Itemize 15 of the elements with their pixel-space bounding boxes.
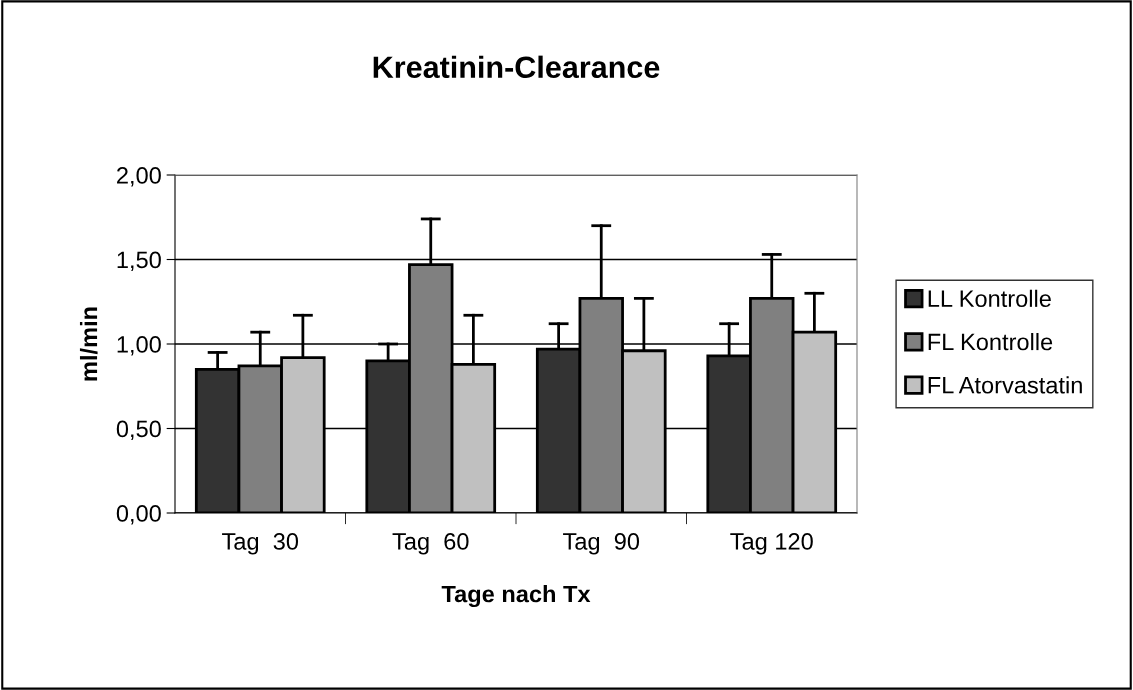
x-tick-label: Tag 60 bbox=[392, 533, 469, 555]
y-tick-label: 1,50 bbox=[117, 251, 161, 272]
x-tick-label: Tag 120 bbox=[730, 533, 813, 555]
x-tick-label: Tag 30 bbox=[222, 533, 299, 555]
y-tick-label: 0,50 bbox=[116, 420, 161, 441]
y-tick-label: 1,00 bbox=[117, 336, 161, 356]
chart-title: Kreatinin-Clearance bbox=[373, 55, 660, 79]
x-tick-label: Tag 90 bbox=[563, 533, 640, 555]
legend-label: FL Atorvastatin bbox=[928, 376, 1082, 394]
y-axis-title: ml/min bbox=[79, 307, 98, 381]
y-tick-label: 0,00 bbox=[116, 505, 161, 525]
x-axis-title: Tage nach Tx bbox=[441, 585, 591, 608]
y-tick-label: 2,00 bbox=[117, 167, 161, 187]
legend-label: FL Kontrolle bbox=[928, 333, 1053, 351]
legend-label: LL Kontrolle bbox=[928, 289, 1051, 308]
